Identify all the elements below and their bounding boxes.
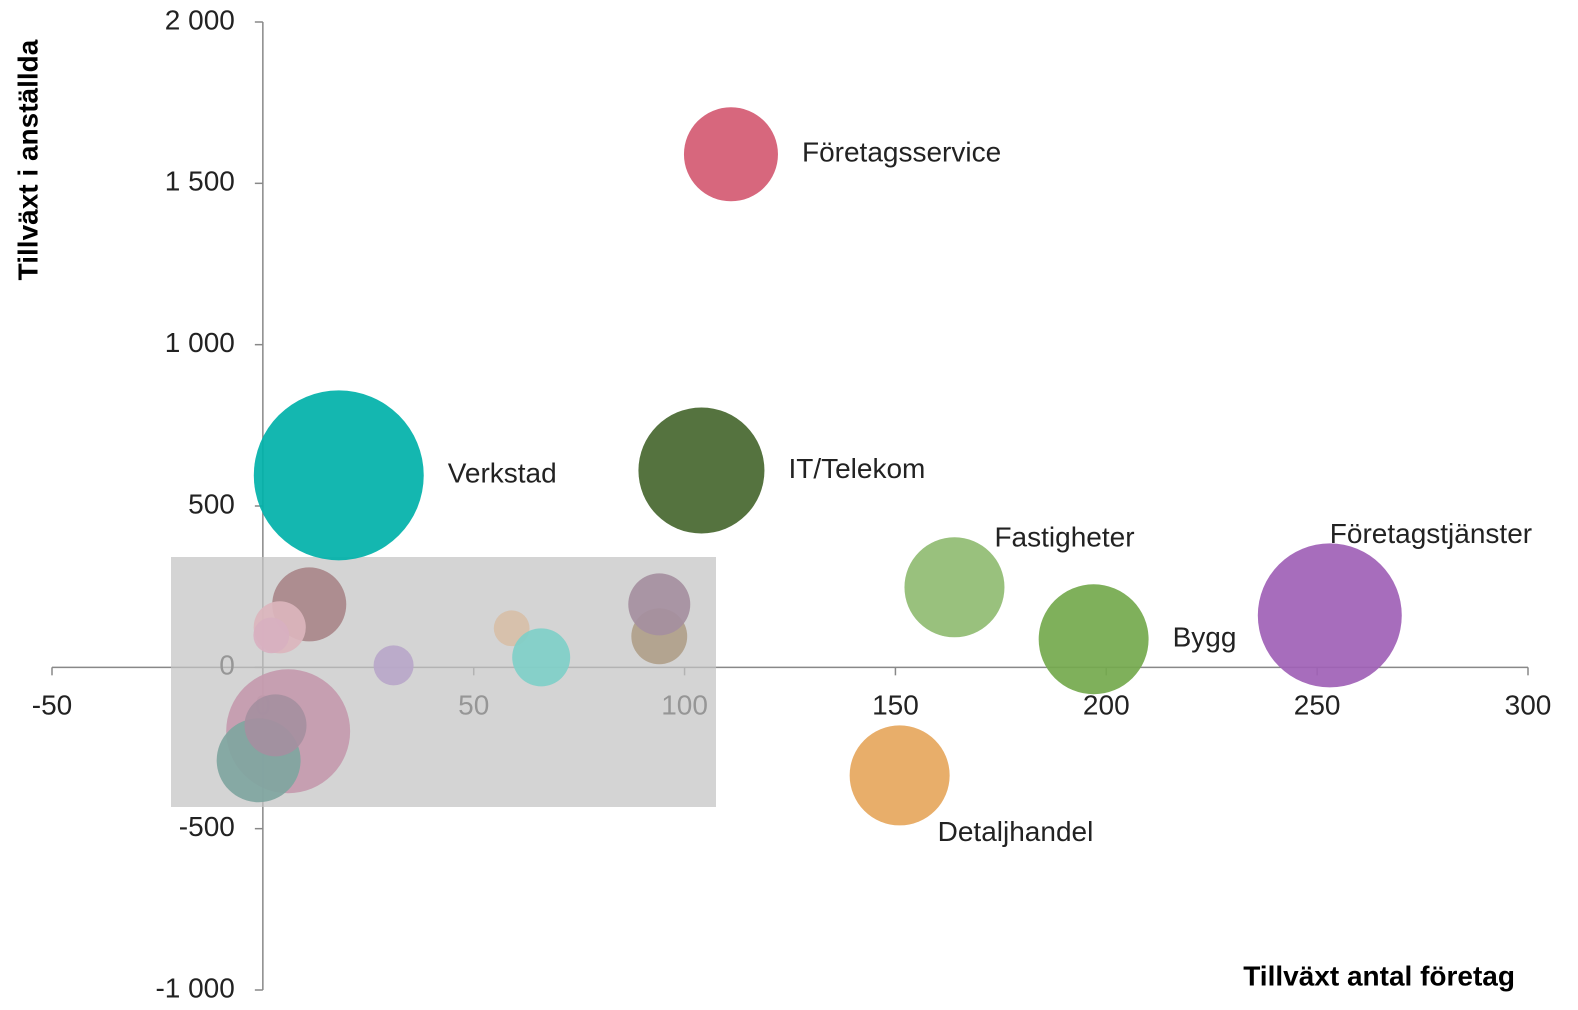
x-tick-label: 150	[872, 690, 919, 721]
bubble	[1257, 543, 1402, 688]
bubble-label: Företagsservice	[802, 137, 1001, 168]
bubble	[1038, 584, 1149, 695]
bubble-label: Företagstjänster	[1330, 518, 1532, 549]
y-tick-label: 1 000	[165, 327, 235, 358]
bubble	[512, 628, 571, 687]
bubble	[904, 537, 1005, 638]
x-axis-title: Tillväxt antal företag	[1243, 960, 1515, 991]
x-tick-label: 200	[1083, 690, 1130, 721]
y-tick-label: -1 000	[155, 972, 234, 1003]
y-axis-title: Tillväxt i anställda	[12, 39, 43, 280]
bubble	[373, 645, 414, 686]
x-tick-label: 250	[1294, 690, 1341, 721]
y-tick-label: 2 000	[165, 4, 235, 35]
bubble	[244, 694, 307, 757]
bubble	[683, 107, 778, 202]
bubble	[638, 407, 765, 534]
bubble-label: Bygg	[1173, 622, 1237, 653]
x-tick-label: -50	[32, 690, 72, 721]
bubble-label: IT/Telekom	[788, 453, 925, 484]
y-tick-label: 1 500	[165, 166, 235, 197]
bubble	[253, 617, 290, 654]
bubble-label: Fastigheter	[994, 522, 1134, 553]
y-tick-label: 500	[188, 488, 235, 519]
bubble	[849, 725, 950, 826]
y-tick-label: -500	[179, 811, 235, 842]
bubbles: Företagsservice Verkstad IT/Telekom Fastigh…	[216, 107, 1532, 847]
bubble-label: Verkstad	[448, 458, 557, 489]
bubble	[628, 573, 691, 636]
bubble	[253, 390, 424, 561]
bubble-label: Detaljhandel	[938, 816, 1094, 847]
x-tick-label: 300	[1505, 690, 1552, 721]
